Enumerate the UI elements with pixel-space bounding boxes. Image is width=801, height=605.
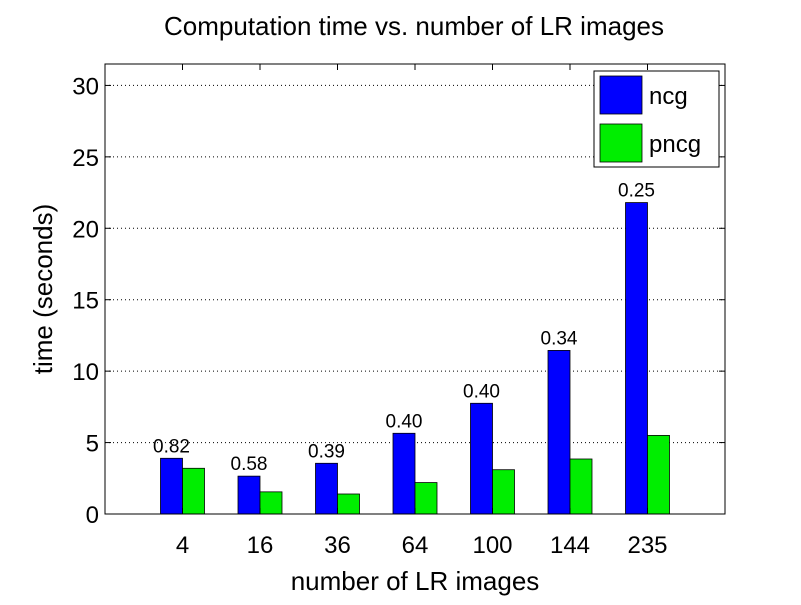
y-tick-label: 20 (72, 216, 99, 243)
bar-ncg-144 (547, 350, 571, 515)
x-tick-label: 16 (247, 532, 274, 559)
bar-data-label: 0.34 (541, 328, 578, 349)
bar-pncg-235 (647, 435, 670, 515)
x-axis-label: number of LR images (291, 566, 540, 596)
y-tick-label: 15 (72, 288, 99, 315)
bar-data-label: 0.39 (308, 441, 345, 462)
bar-ncg-100 (470, 402, 493, 515)
x-tick-label: 144 (550, 532, 590, 559)
x-tick-label: 4 (176, 532, 189, 559)
y-axis: 0 5 10 15 20 25 30 (72, 73, 725, 529)
bar-ncg-16 (237, 475, 261, 515)
bar-ncg-4 (160, 457, 183, 515)
x-tick-label: 235 (627, 532, 667, 559)
bar-pncg-4 (182, 467, 205, 515)
x-axis: 4 16 36 64 100 144 235 (176, 64, 668, 559)
legend: ncg pncg (593, 70, 720, 168)
legend-swatch-pncg (599, 123, 643, 163)
legend-label-pncg: pncg (649, 131, 701, 158)
y-tick-label: 25 (72, 145, 99, 172)
x-tick-label: 36 (324, 532, 351, 559)
bar-labels: 0.82 0.58 0.39 0.40 0.40 0.34 0.25 (153, 181, 655, 476)
bar-data-label: 0.58 (231, 454, 268, 475)
chart-title: Computation time vs. number of LR images (164, 11, 664, 41)
legend-swatch-ncg (599, 75, 643, 115)
bar-pncg-36 (337, 493, 360, 515)
y-tick-label: 10 (72, 359, 99, 386)
bar-pncg-16 (259, 491, 283, 515)
bar-data-label: 0.25 (618, 181, 655, 202)
y-axis-label: time (seconds) (28, 204, 58, 375)
bar-ncg-235 (625, 202, 648, 515)
bar-data-label: 0.40 (463, 381, 500, 402)
y-tick-label: 30 (72, 73, 99, 100)
bar-pncg-144 (569, 458, 593, 515)
bar-data-label: 0.40 (386, 411, 423, 432)
legend-label-ncg: ncg (649, 83, 688, 110)
x-tick-label: 100 (472, 532, 512, 559)
bar-ncg-36 (315, 462, 338, 515)
bar-pncg-64 (414, 482, 438, 515)
y-tick-label: 0 (86, 502, 99, 529)
bar-ncg-64 (392, 432, 416, 515)
bar-pncg-100 (492, 469, 515, 515)
y-tick-label: 5 (86, 431, 99, 458)
bar-data-label: 0.82 (153, 436, 190, 457)
x-tick-label: 64 (402, 532, 429, 559)
